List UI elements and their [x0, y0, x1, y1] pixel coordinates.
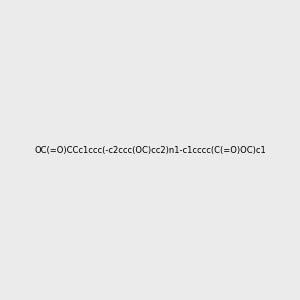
Text: OC(=O)CCc1ccc(-c2ccc(OC)cc2)n1-c1cccc(C(=O)OC)c1: OC(=O)CCc1ccc(-c2ccc(OC)cc2)n1-c1cccc(C(…	[34, 146, 266, 154]
